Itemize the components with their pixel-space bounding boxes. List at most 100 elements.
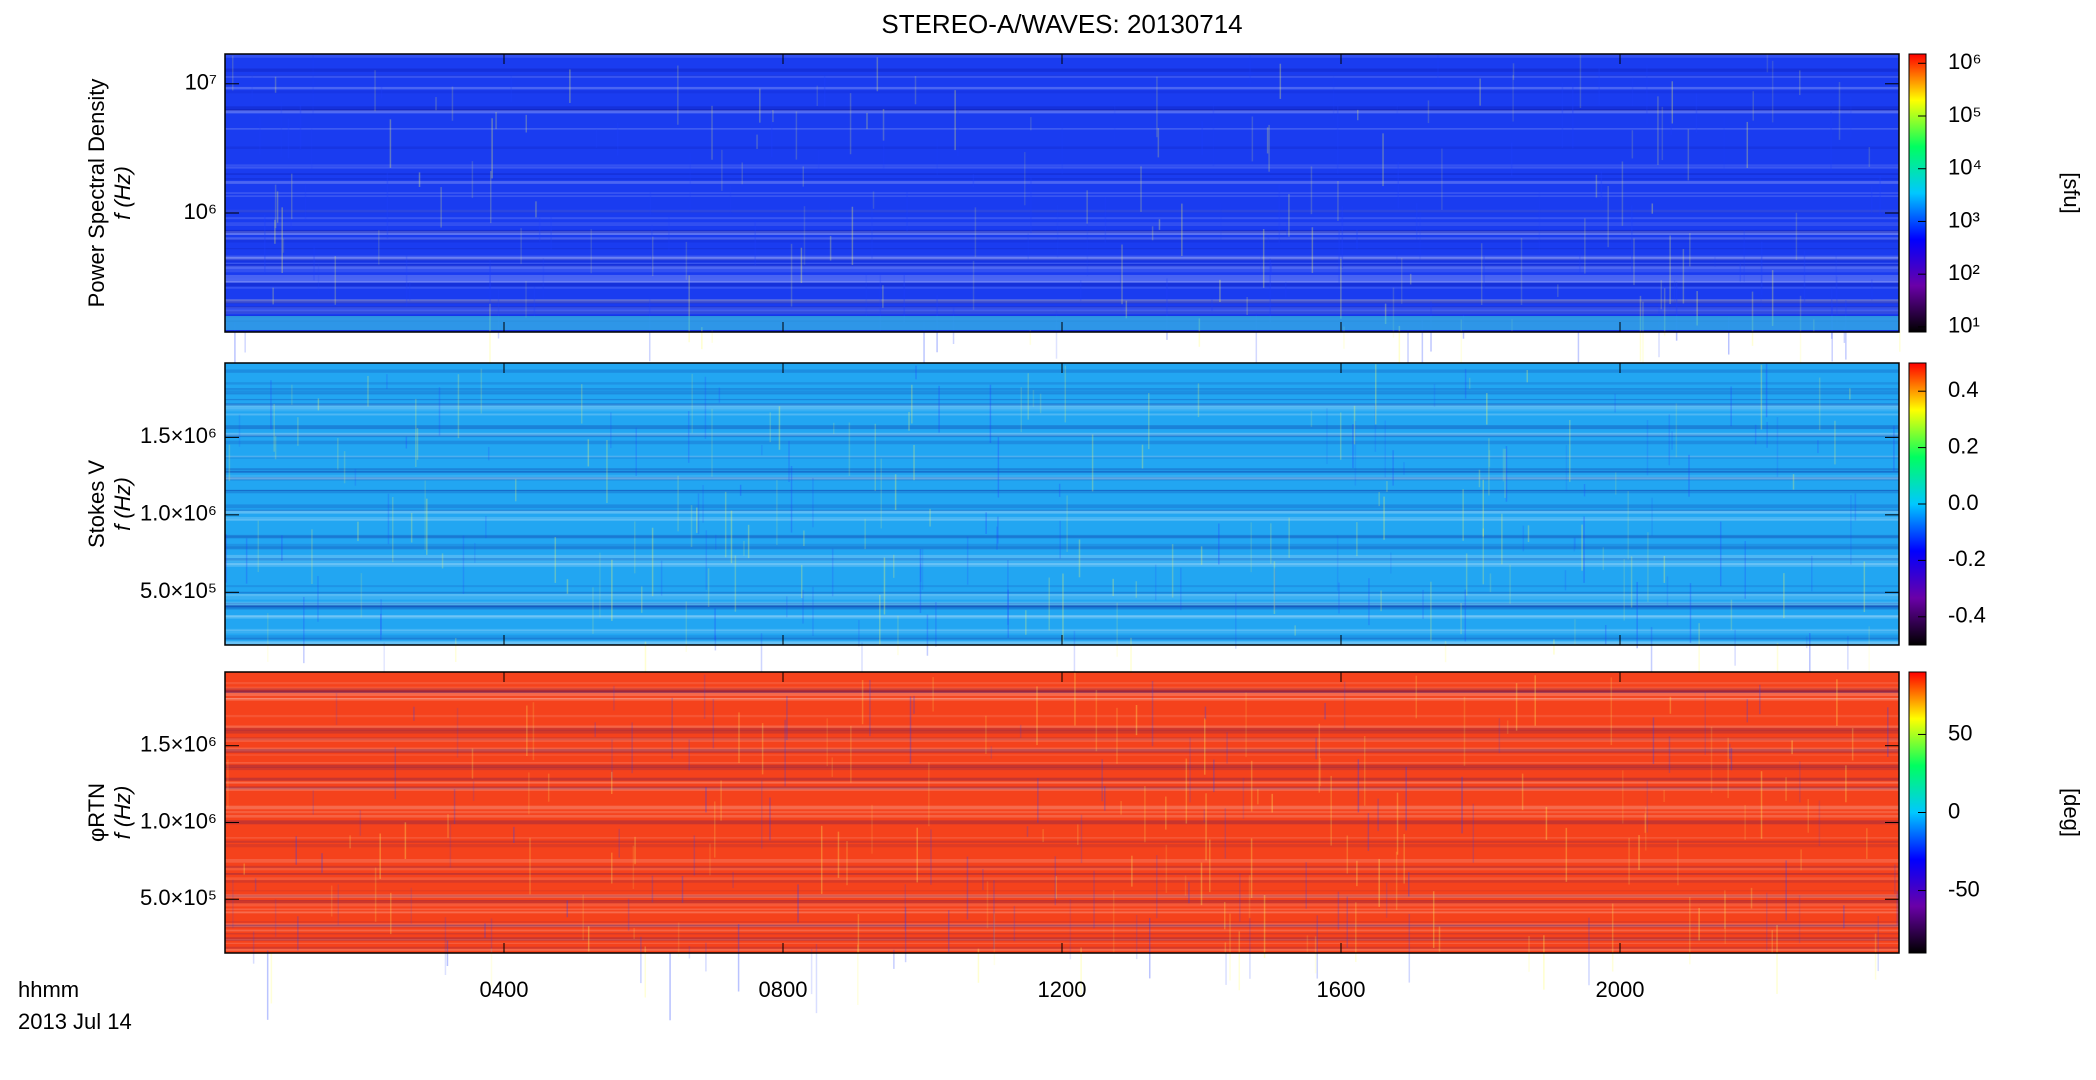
texture-stripe	[225, 923, 1899, 928]
y-axis-label: Power Spectral Density	[84, 79, 109, 308]
texture-streak	[1378, 858, 1380, 907]
texture-streak	[1116, 602, 1118, 657]
x-tick-label: 0800	[759, 977, 808, 1002]
texture-stripe	[225, 820, 1899, 825]
texture-streak	[1288, 194, 1290, 237]
texture-stripe	[225, 563, 1899, 567]
texture-streak	[613, 685, 615, 711]
colorbar-tick-label: 0.4	[1948, 377, 1979, 402]
texture-streak	[954, 90, 956, 151]
texture-streak	[837, 831, 840, 878]
texture-streak	[1396, 102, 1399, 120]
texture-streak	[1036, 686, 1038, 746]
texture-stripe	[225, 468, 1899, 471]
texture-streak	[720, 780, 722, 821]
texture-streak	[1661, 106, 1664, 161]
texture-streak	[691, 373, 693, 434]
texture-streak	[871, 804, 873, 854]
colorbar-tick-label: -0.2	[1948, 546, 1986, 571]
texture-streak	[378, 230, 380, 265]
texture-stripe	[225, 413, 1899, 416]
texture-streak	[784, 719, 786, 787]
texture-streak	[1267, 236, 1270, 249]
texture-stripe	[225, 924, 1899, 928]
texture-stripe	[225, 687, 1899, 691]
y-tick-label: 5.0×10⁵	[140, 578, 217, 603]
texture-streak	[354, 468, 357, 486]
texture-streak	[1611, 903, 1614, 972]
texture-streak	[800, 564, 803, 599]
texture-streak	[1346, 896, 1348, 948]
texture-streak	[1463, 696, 1466, 766]
texture-streak	[334, 255, 337, 305]
texture-streak	[1273, 568, 1276, 611]
texture-stripe	[225, 229, 1899, 234]
texture-streak	[1460, 319, 1463, 377]
texture-streak	[1165, 844, 1168, 893]
texture-streak	[1698, 907, 1700, 941]
texture-streak	[790, 243, 793, 307]
texture-streak	[1273, 561, 1276, 614]
texture-streak	[1337, 891, 1340, 930]
texture-streak	[1245, 692, 1247, 758]
texture-streak	[290, 177, 292, 229]
texture-streak	[858, 619, 860, 647]
texture-stripe	[225, 90, 1899, 94]
texture-streak	[1055, 310, 1058, 359]
colorbar-tick-label: 0	[1948, 798, 1960, 823]
texture-streak	[1464, 589, 1467, 642]
texture-streak	[410, 512, 413, 543]
texture-streak	[538, 217, 541, 242]
texture-streak	[1336, 535, 1339, 591]
texture-streak	[1059, 520, 1061, 559]
texture-streak	[1112, 578, 1114, 597]
texture-streak	[935, 602, 937, 647]
texture-streak	[1363, 736, 1366, 806]
texture-streak	[1340, 258, 1342, 319]
texture-streak	[972, 174, 975, 188]
y-axis-label: f (Hz)	[110, 477, 135, 531]
texture-streak	[413, 706, 415, 721]
texture-stripe	[225, 738, 1899, 742]
texture-stripe	[225, 456, 1899, 459]
texture-streak	[1660, 280, 1663, 310]
texture-streak	[1651, 203, 1654, 214]
texture-streak	[440, 187, 442, 228]
chart-title: STEREO-A/WAVES: 20130714	[881, 9, 1242, 39]
texture-streak	[989, 384, 992, 443]
texture-streak	[761, 723, 764, 775]
texture-streak	[418, 172, 421, 187]
texture-stripe	[225, 697, 1899, 700]
texture-streak	[1696, 291, 1698, 326]
texture-streak	[1776, 925, 1778, 994]
texture-streak	[1263, 895, 1266, 958]
texture-streak	[1564, 570, 1567, 591]
texture-streak	[1203, 718, 1206, 775]
texture-streak	[386, 374, 388, 389]
texture-streak	[826, 718, 829, 767]
texture-streak	[1104, 196, 1107, 243]
texture-streak	[1027, 373, 1029, 420]
texture-streak	[513, 826, 515, 844]
texture-stripe	[225, 76, 1899, 78]
texture-streak	[633, 927, 635, 939]
texture-streak	[1316, 915, 1319, 979]
texture-stripe	[225, 543, 1899, 548]
texture-streak	[349, 835, 351, 849]
texture-stripe	[225, 475, 1899, 480]
texture-streak	[457, 374, 460, 439]
texture-streak	[441, 553, 444, 569]
texture-stripe	[225, 615, 1899, 619]
texture-streak	[1633, 238, 1635, 286]
texture-streak	[797, 884, 799, 923]
texture-streak	[1311, 227, 1314, 273]
texture-streak	[386, 172, 389, 239]
texture-streak	[297, 916, 299, 951]
texture-streak	[702, 485, 704, 523]
texture-streak	[1746, 699, 1749, 723]
texture-streak	[1158, 219, 1161, 230]
texture-stripe	[225, 299, 1899, 304]
texture-streak	[914, 76, 917, 105]
texture-streak	[651, 875, 654, 903]
texture-streak	[1339, 412, 1342, 460]
